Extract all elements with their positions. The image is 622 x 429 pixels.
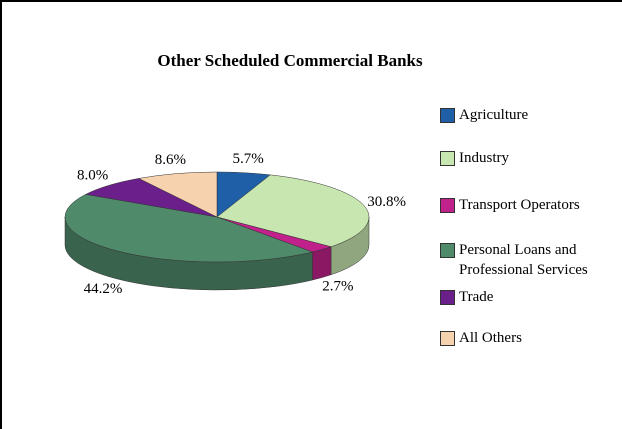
legend-swatch — [440, 108, 455, 123]
legend-item: Trade — [440, 287, 620, 307]
chart-title: Other Scheduled Commercial Banks — [157, 51, 423, 70]
data-label: 8.6% — [155, 152, 186, 168]
legend-label: Agriculture — [459, 107, 529, 123]
legend-label: Trade — [459, 289, 494, 305]
data-label: 30.8% — [367, 194, 406, 210]
pie-slice — [216, 174, 370, 248]
pie-slice — [64, 194, 314, 263]
legend-swatch — [440, 290, 455, 305]
legend-swatch — [440, 151, 455, 166]
data-label: 8.0% — [77, 167, 108, 183]
data-label: 2.7% — [322, 279, 353, 295]
legend-label: Personal Loans and Professional Services — [459, 242, 588, 278]
legend-label: All Others — [459, 330, 522, 346]
pie-slice — [138, 171, 218, 218]
legend-item: Transport Operators — [440, 195, 620, 215]
legend-item: Agriculture — [440, 105, 620, 125]
legend-item: All Others — [440, 328, 620, 348]
data-label: 5.7% — [233, 151, 264, 167]
legend-label: Industry — [459, 150, 509, 166]
legend-swatch — [440, 243, 455, 258]
legend-swatch — [440, 331, 455, 346]
pie-side — [312, 246, 332, 281]
legend-item: Industry — [440, 148, 620, 168]
legend-swatch — [440, 198, 455, 213]
legend-item: Personal Loans and Professional Services — [440, 240, 620, 280]
legend-label: Transport Operators — [459, 197, 580, 213]
data-label: 44.2% — [84, 281, 123, 297]
